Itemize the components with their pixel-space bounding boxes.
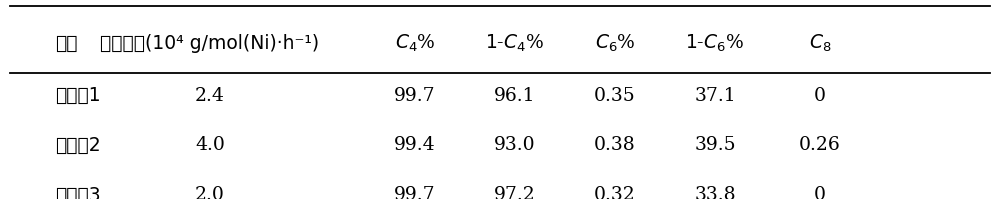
- Text: 实施例1: 实施例1: [55, 86, 101, 105]
- Text: 反应活性(10⁴ g/mol(Ni)·h⁻¹): 反应活性(10⁴ g/mol(Ni)·h⁻¹): [100, 34, 320, 53]
- Text: 2.4: 2.4: [195, 87, 225, 104]
- Text: 93.0: 93.0: [494, 136, 536, 154]
- Text: 97.2: 97.2: [494, 186, 536, 199]
- Text: 0.26: 0.26: [799, 136, 841, 154]
- Text: 33.8: 33.8: [694, 186, 736, 199]
- Text: 99.7: 99.7: [394, 87, 436, 104]
- Text: 37.1: 37.1: [694, 87, 736, 104]
- Text: 39.5: 39.5: [694, 136, 736, 154]
- Text: 4.0: 4.0: [195, 136, 225, 154]
- Text: $C_6$%: $C_6$%: [595, 33, 635, 55]
- Text: 0: 0: [814, 87, 826, 104]
- Text: 96.1: 96.1: [494, 87, 536, 104]
- Text: 0.32: 0.32: [594, 186, 636, 199]
- Text: 实施例2: 实施例2: [55, 136, 101, 155]
- Text: $C_8$: $C_8$: [809, 33, 831, 55]
- Text: $C_4$%: $C_4$%: [395, 33, 435, 55]
- Text: 项目: 项目: [55, 34, 78, 53]
- Text: 99.7: 99.7: [394, 186, 436, 199]
- Text: 实施例3: 实施例3: [55, 185, 101, 199]
- Text: 0: 0: [814, 186, 826, 199]
- Text: $1$-$C_6$%: $1$-$C_6$%: [685, 33, 745, 55]
- Text: 2.0: 2.0: [195, 186, 225, 199]
- Text: $1$-$C_4$%: $1$-$C_4$%: [485, 33, 545, 55]
- Text: 99.4: 99.4: [394, 136, 436, 154]
- Text: 0.38: 0.38: [594, 136, 636, 154]
- Text: 0.35: 0.35: [594, 87, 636, 104]
